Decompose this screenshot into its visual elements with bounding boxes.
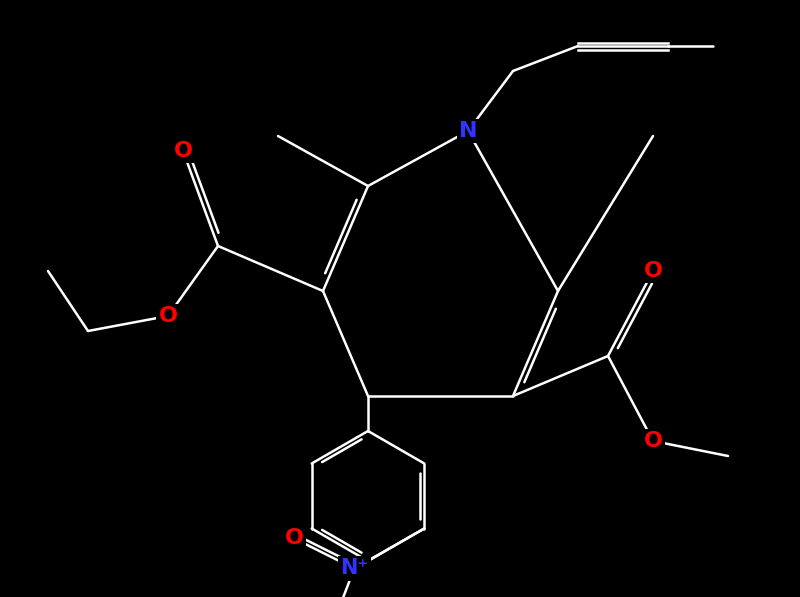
Text: O: O bbox=[643, 431, 662, 451]
Text: N⁺: N⁺ bbox=[340, 559, 369, 578]
Text: O: O bbox=[174, 141, 193, 161]
Text: O: O bbox=[285, 528, 304, 549]
Text: O: O bbox=[158, 306, 178, 326]
Text: N: N bbox=[458, 121, 478, 141]
Text: O: O bbox=[643, 261, 662, 281]
